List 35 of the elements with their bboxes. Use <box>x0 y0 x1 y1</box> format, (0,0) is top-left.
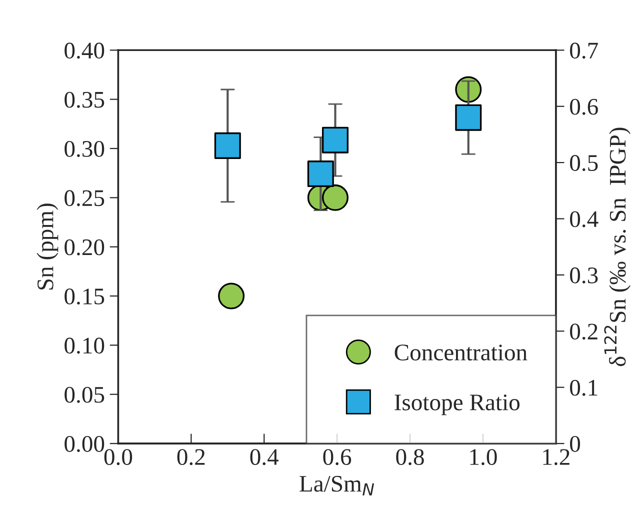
y-tick-label: 0.00 <box>64 436 104 452</box>
point <box>214 132 241 159</box>
x-tick-label: 1.2 <box>543 449 570 466</box>
y-tick-label: 0.15 <box>64 288 104 305</box>
y-tick-label: 0.20 <box>64 239 104 256</box>
y2-tick-label: 0.2 <box>570 324 598 340</box>
point <box>307 160 334 188</box>
x-axis-title: La/Sm$_{N}$ <box>300 476 374 496</box>
point <box>218 282 245 310</box>
y2-axis-title: δ$^{122}$Sn (‰ vs. Sn IPGP) <box>604 128 631 366</box>
point <box>322 126 349 154</box>
x-tick-label: 0.8 <box>396 449 424 466</box>
y2-tick-label: 0.7 <box>570 42 598 59</box>
y-tick-label: 0.25 <box>64 190 104 206</box>
x-tick-label: 0.4 <box>250 449 279 466</box>
y2-tick-label: 0.4 <box>570 211 598 228</box>
legend-label: Concentration <box>394 344 528 360</box>
y-tick-label: 0.05 <box>64 386 104 403</box>
y2-tick-label: 0.3 <box>570 267 598 284</box>
y-axis-title: Sn (ppm) <box>36 204 58 290</box>
y-tick-label: 0.35 <box>64 92 104 108</box>
x-tick-label: 0.0 <box>104 449 132 466</box>
y2-tick-label: 0.1 <box>570 380 598 396</box>
y2-tick-label: 0.5 <box>570 155 598 172</box>
y-tick-label: 0.30 <box>64 140 104 158</box>
y2-tick-label: 0 <box>570 436 580 452</box>
point <box>455 104 482 131</box>
x-tick-label: 0.2 <box>177 449 205 466</box>
y-tick-label: 0.40 <box>64 42 104 59</box>
point <box>322 184 349 211</box>
legend-label: Isotope Ratio <box>394 394 520 416</box>
x-tick-label: 0.6 <box>323 449 352 466</box>
x-tick-label: 1.0 <box>470 449 497 466</box>
y2-tick-label: 0.6 <box>570 98 598 115</box>
y-tick-label: 0.10 <box>64 338 104 354</box>
